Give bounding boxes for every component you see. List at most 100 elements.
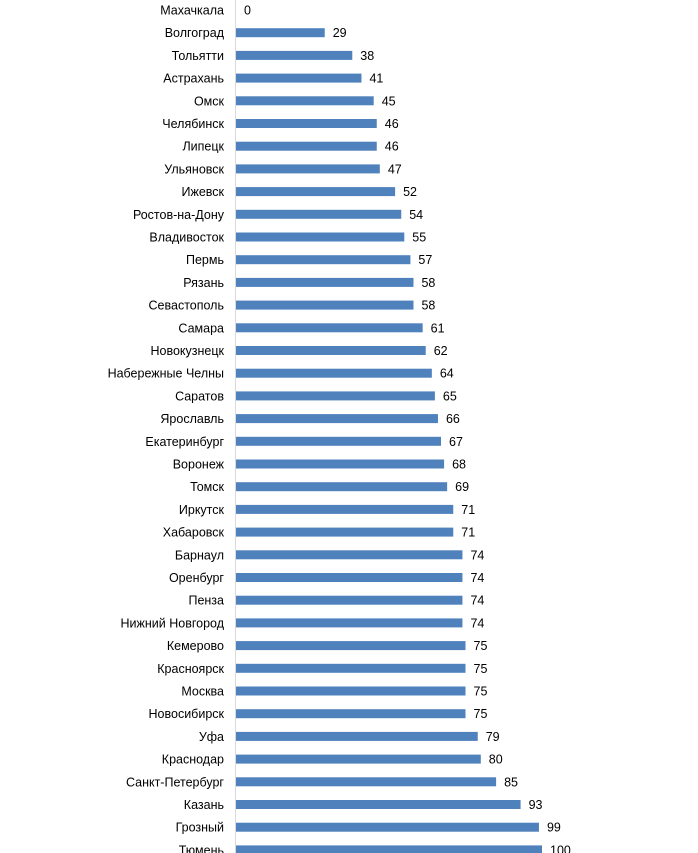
value-label: 67 xyxy=(449,435,463,449)
value-label: 55 xyxy=(412,231,426,245)
bar xyxy=(236,482,448,492)
value-label: 62 xyxy=(434,344,448,358)
category-label: Новокузнецк xyxy=(150,344,224,358)
bar xyxy=(236,436,442,446)
value-label: 66 xyxy=(446,412,460,426)
value-label: 75 xyxy=(474,639,488,653)
category-label: Липецк xyxy=(182,140,224,154)
bar xyxy=(236,822,539,832)
bar xyxy=(236,232,405,242)
category-label: Казань xyxy=(184,798,224,812)
bar xyxy=(236,368,432,378)
value-label: 54 xyxy=(409,208,423,222)
category-label: Краснодар xyxy=(162,753,224,767)
value-label: 80 xyxy=(489,753,503,767)
category-label: Москва xyxy=(181,685,224,699)
category-label: Тольятти xyxy=(172,49,224,63)
value-label: 75 xyxy=(474,685,488,699)
value-label: 93 xyxy=(529,798,543,812)
value-label: 74 xyxy=(470,548,484,562)
bar xyxy=(236,96,374,106)
bar xyxy=(236,141,377,151)
bar xyxy=(236,50,353,60)
bar xyxy=(236,777,497,787)
category-label: Ростов-на-Дону xyxy=(133,208,225,222)
bar xyxy=(236,28,325,38)
category-label: Кемерово xyxy=(167,639,224,653)
bar xyxy=(236,459,445,469)
bar xyxy=(236,573,463,582)
value-label: 46 xyxy=(385,140,399,154)
category-label: Махачкала xyxy=(160,4,224,18)
bar xyxy=(236,346,426,355)
category-label: Тюмень xyxy=(179,843,224,853)
value-label: 71 xyxy=(461,526,475,540)
bar xyxy=(236,550,463,560)
category-label: Саратов xyxy=(175,389,224,403)
bar xyxy=(236,845,542,853)
value-label: 71 xyxy=(461,503,475,517)
bar xyxy=(236,686,466,696)
category-label: Ярославль xyxy=(160,412,224,426)
value-label: 52 xyxy=(403,185,417,199)
category-label: Севастополь xyxy=(149,299,224,313)
category-label: Рязань xyxy=(183,276,224,290)
bar xyxy=(236,800,521,809)
value-label: 38 xyxy=(360,49,374,63)
value-label: 47 xyxy=(388,162,402,176)
bar xyxy=(236,641,466,651)
bar xyxy=(236,73,362,83)
category-label: Челябинск xyxy=(162,117,224,131)
bar xyxy=(236,277,414,287)
value-label: 41 xyxy=(369,72,383,86)
value-label: 74 xyxy=(470,571,484,585)
value-label: 99 xyxy=(547,821,561,835)
category-label: Санкт-Петербург xyxy=(126,775,224,789)
category-label: Оренбург xyxy=(169,571,224,585)
bar xyxy=(236,595,463,605)
category-label: Самара xyxy=(178,321,224,335)
bar xyxy=(236,164,380,174)
value-label: 45 xyxy=(382,94,396,108)
bar xyxy=(236,255,411,265)
category-label: Новосибирск xyxy=(149,707,225,721)
category-label: Уфа xyxy=(199,730,224,744)
bar xyxy=(236,414,438,424)
category-label: Ижевск xyxy=(181,185,224,199)
value-label: 29 xyxy=(333,26,347,40)
bar xyxy=(236,300,414,310)
category-label: Набережные Челны xyxy=(108,367,224,381)
category-label: Пенза xyxy=(188,594,224,608)
value-label: 74 xyxy=(470,616,484,630)
bar xyxy=(236,119,377,128)
value-label: 75 xyxy=(474,707,488,721)
bar xyxy=(236,754,481,764)
category-label: Владивосток xyxy=(149,231,224,245)
value-label: 68 xyxy=(452,458,466,472)
category-label: Астрахань xyxy=(163,72,224,86)
value-label: 46 xyxy=(385,117,399,131)
value-label: 75 xyxy=(474,662,488,676)
bar xyxy=(236,618,463,628)
value-label: 65 xyxy=(443,389,457,403)
value-label: 69 xyxy=(455,480,469,494)
category-label: Томск xyxy=(190,480,224,494)
bar xyxy=(236,504,454,514)
category-label: Пермь xyxy=(186,253,224,267)
value-label: 79 xyxy=(486,730,500,744)
category-label: Красноярск xyxy=(157,662,224,676)
value-label: 58 xyxy=(421,276,435,290)
value-label: 0 xyxy=(244,4,251,18)
category-label: Воронеж xyxy=(173,458,225,472)
category-label: Екатеринбург xyxy=(145,435,224,449)
bar xyxy=(236,731,478,741)
category-label: Хабаровск xyxy=(163,526,225,540)
value-label: 100 xyxy=(550,843,571,853)
value-label: 61 xyxy=(431,321,445,335)
value-label: 74 xyxy=(470,594,484,608)
value-label: 58 xyxy=(421,299,435,313)
category-label: Ульяновск xyxy=(164,162,224,176)
category-label: Нижний Новгород xyxy=(121,616,225,630)
category-label: Омск xyxy=(194,94,225,108)
